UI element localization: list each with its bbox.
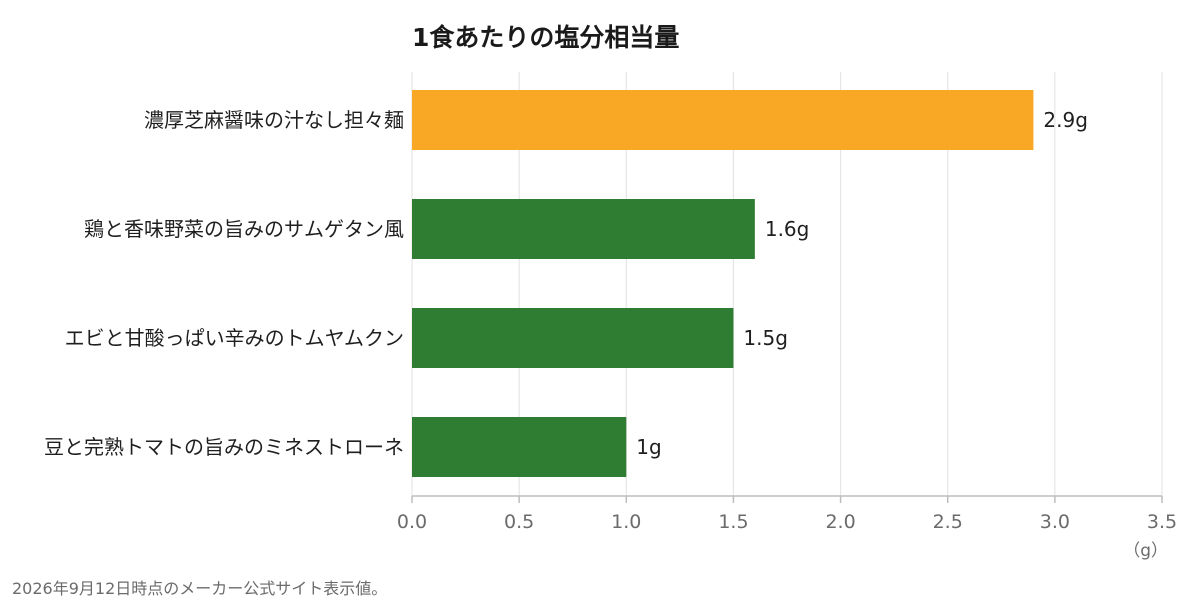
footnote: 2026年9月12日時点のメーカー公式サイト表示値。 — [12, 579, 387, 598]
category-label: 濃厚芝麻醤味の汁なし担々麺 — [144, 108, 404, 132]
bar — [412, 308, 734, 368]
x-axis-unit: （g） — [1123, 541, 1168, 561]
x-tick-label: 1.0 — [611, 511, 641, 533]
value-label: 2.9g — [1043, 108, 1088, 132]
value-label: 1.6g — [765, 217, 810, 241]
bar — [412, 199, 755, 259]
value-labels: 2.9g 1.6g 1.5g 1g — [636, 108, 1088, 459]
category-label: 豆と完熟トマトの旨みのミネストローネ — [44, 435, 404, 459]
value-label: 1g — [636, 435, 661, 459]
x-tick-label: 2.0 — [825, 511, 855, 533]
category-labels: 濃厚芝麻醤味の汁なし担々麺鶏と香味野菜の旨みのサムゲタン風エビと甘酸っぱい辛みの… — [44, 108, 404, 459]
x-tick-label: 0.5 — [504, 511, 534, 533]
x-tick-label: 0.0 — [397, 511, 427, 533]
bars — [412, 90, 1034, 477]
category-label: 鶏と香味野菜の旨みのサムゲタン風 — [84, 217, 404, 241]
x-axis: 0.0 0.5 1.0 1.5 2.0 2.5 3.0 3.5 — [397, 495, 1177, 533]
bar — [412, 417, 627, 477]
category-label: エビと甘酸っぱい辛みのトムヤムクン — [65, 326, 404, 350]
value-label: 1.5g — [743, 326, 788, 350]
x-tick-label: 3.5 — [1147, 511, 1177, 533]
x-tick-label: 1.5 — [718, 511, 748, 533]
chart-title: 1食あたりの塩分相当量 — [412, 23, 679, 52]
bar — [412, 90, 1034, 150]
x-tick-label: 2.5 — [933, 511, 963, 533]
x-tick-label: 3.0 — [1040, 511, 1070, 533]
